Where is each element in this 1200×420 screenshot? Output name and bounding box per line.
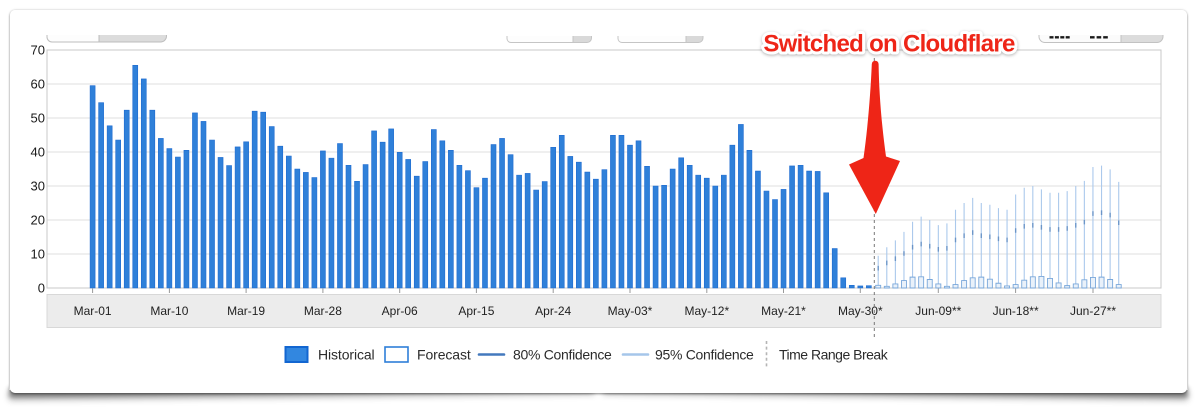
svg-text:May-30*: May-30* xyxy=(838,304,883,318)
svg-text:Mar-28: Mar-28 xyxy=(304,304,342,318)
svg-text:Apr-15: Apr-15 xyxy=(458,304,494,318)
svg-text:Jun-18**: Jun-18** xyxy=(993,304,1039,318)
svg-text:50: 50 xyxy=(31,111,45,126)
svg-text:Jun-27**: Jun-27** xyxy=(1070,304,1116,318)
svg-text:80% Confidence: 80% Confidence xyxy=(513,347,612,363)
svg-text:95% Confidence: 95% Confidence xyxy=(655,347,754,363)
svg-text:Apr-06: Apr-06 xyxy=(382,304,418,318)
svg-text:Mar-19: Mar-19 xyxy=(227,304,265,318)
svg-text:20: 20 xyxy=(31,213,45,228)
svg-text:Apr-24: Apr-24 xyxy=(535,304,571,318)
svg-text:40: 40 xyxy=(31,145,45,160)
svg-text:Mar-10: Mar-10 xyxy=(150,304,188,318)
svg-text:May-12*: May-12* xyxy=(684,304,729,318)
svg-text:Historical: Historical xyxy=(318,347,375,363)
svg-text:Jun-09**: Jun-09** xyxy=(915,304,961,318)
svg-text:Time Range Break: Time Range Break xyxy=(779,347,889,363)
svg-text:May-21*: May-21* xyxy=(761,304,806,318)
svg-text:Mar-01: Mar-01 xyxy=(74,304,112,318)
svg-text:60: 60 xyxy=(31,77,45,92)
svg-text:10: 10 xyxy=(31,247,45,262)
svg-text:30: 30 xyxy=(31,179,45,194)
svg-text:Switched on Cloudflare: Switched on Cloudflare xyxy=(763,31,1015,58)
svg-text:0: 0 xyxy=(38,281,45,296)
svg-text:Forecast: Forecast xyxy=(417,347,471,363)
svg-text:70: 70 xyxy=(31,43,45,58)
svg-text:May-03*: May-03* xyxy=(608,304,653,318)
